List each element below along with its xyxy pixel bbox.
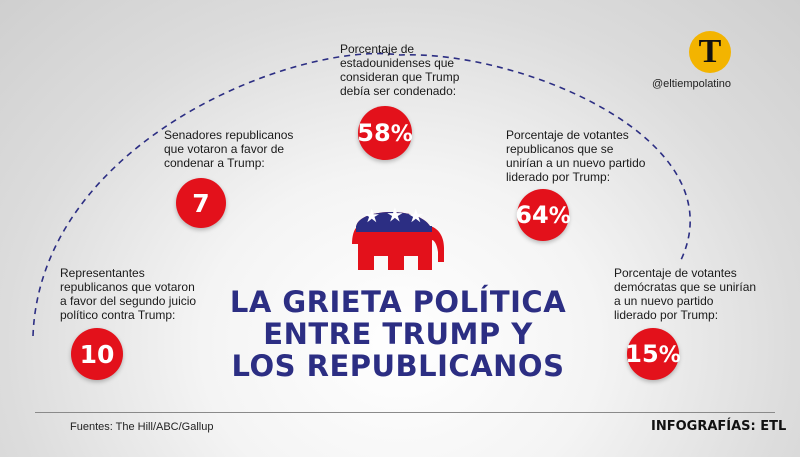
credits-text: INFOGRAFÍAS: ETL [651,419,787,434]
social-handle: @eltiempolatino [652,78,732,90]
stat-republican-voters-value: 64% [515,201,571,229]
stat-republican-voters-badge: 64% [515,189,571,241]
stat-democrat-voters-badge: 15% [625,328,681,380]
stat-democrat-voters-label: Porcentaje de votantes demócratas que se… [614,266,757,322]
gop-elephant-icon [352,207,444,270]
stat-democrat-voters-value: 15% [625,340,681,368]
stat-senators-value: 7 [192,188,210,218]
stat-representatives-badge: 10 [71,328,123,380]
stat-senators-badge: 7 [176,178,226,228]
stat-senators-label: Senadores republicanos que votaron a fav… [164,128,294,170]
eltiempo-logo: T [689,31,731,73]
stat-representatives-value: 10 [79,339,115,369]
page-title: LA GRIETA POLÍTICA ENTRE TRUMP Y LOS REP… [229,285,567,383]
stat-americans-label: Porcentaje de estadounidenses que consid… [340,42,460,98]
stat-representatives-label: Representantes republicanos que votaron … [60,266,197,322]
stat-republican-voters-label: Porcentaje de votantes republicanos que … [506,128,646,184]
sources-text: Fuentes: The Hill/ABC/Gallup [70,421,214,433]
stat-americans-value: 58% [357,119,413,147]
stat-americans-badge: 58% [357,106,413,160]
logo-letter: T [698,33,722,70]
footer-divider [35,412,775,413]
